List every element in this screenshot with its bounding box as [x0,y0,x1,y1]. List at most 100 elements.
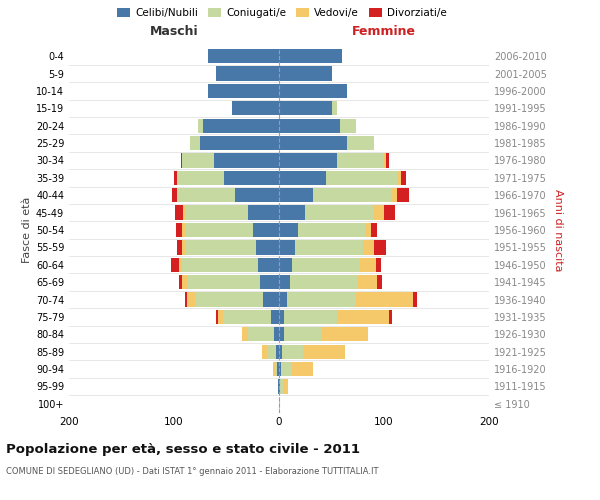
Bar [284,310,337,324]
Bar [279,362,281,376]
Bar [248,327,274,342]
Bar [363,240,373,254]
Bar [279,344,282,359]
Bar [281,362,292,376]
Bar [214,154,279,168]
Bar [279,292,287,306]
Bar [275,362,277,376]
Bar [391,188,397,202]
Bar [177,170,224,185]
Bar [337,154,384,168]
Bar [337,310,389,324]
Bar [200,136,279,150]
Bar [398,170,401,185]
Bar [279,275,290,289]
Bar [401,170,406,185]
Bar [290,275,358,289]
Bar [376,258,381,272]
Bar [340,118,356,133]
Bar [195,292,263,306]
Bar [279,240,295,254]
Bar [292,362,313,376]
Bar [177,240,182,254]
Bar [218,310,223,324]
Bar [242,327,248,342]
Bar [284,327,321,342]
Bar [397,188,409,202]
Bar [298,223,366,237]
Bar [347,136,373,150]
Bar [373,240,386,254]
Bar [389,310,392,324]
Bar [185,223,253,237]
Bar [360,258,376,272]
Bar [283,380,289,394]
Y-axis label: Fasce di età: Fasce di età [22,197,32,263]
Bar [171,258,179,272]
Bar [182,154,214,168]
Bar [277,362,279,376]
Bar [208,49,279,64]
Bar [371,223,377,237]
Bar [198,118,203,133]
Bar [235,188,279,202]
Bar [358,275,377,289]
Text: Popolazione per età, sesso e stato civile - 2011: Popolazione per età, sesso e stato civil… [6,442,360,456]
Y-axis label: Anni di nascita: Anni di nascita [553,188,563,271]
Bar [174,170,177,185]
Bar [185,206,248,220]
Bar [279,101,331,116]
Bar [187,275,260,289]
Bar [356,292,413,306]
Bar [185,240,256,254]
Bar [331,101,337,116]
Bar [305,206,373,220]
Bar [271,310,279,324]
Text: Femmine: Femmine [352,26,416,38]
Bar [313,188,391,202]
Bar [179,275,182,289]
Bar [279,310,284,324]
Bar [279,66,331,80]
Bar [263,292,279,306]
Bar [182,275,187,289]
Bar [248,206,279,220]
Bar [216,310,218,324]
Bar [253,223,279,237]
Bar [384,154,386,168]
Bar [268,344,276,359]
Bar [184,206,185,220]
Bar [282,344,303,359]
Bar [262,344,268,359]
Bar [223,310,271,324]
Bar [386,154,389,168]
Bar [274,327,279,342]
Bar [326,170,398,185]
Bar [224,170,279,185]
Bar [279,84,347,98]
Bar [279,118,340,133]
Bar [187,292,195,306]
Bar [321,327,368,342]
Bar [279,188,313,202]
Bar [176,223,182,237]
Bar [177,188,235,202]
Bar [190,136,200,150]
Bar [279,170,326,185]
Bar [287,292,356,306]
Bar [182,258,258,272]
Bar [276,344,279,359]
Bar [179,258,182,272]
Bar [279,136,347,150]
Bar [279,327,284,342]
Bar [373,206,384,220]
Bar [279,380,280,394]
Bar [279,396,280,411]
Legend: Celibi/Nubili, Coniugati/e, Vedovi/e, Divorziati/e: Celibi/Nubili, Coniugati/e, Vedovi/e, Di… [117,8,447,18]
Bar [377,275,382,289]
Bar [279,223,298,237]
Bar [172,188,177,202]
Bar [175,206,184,220]
Bar [384,206,395,220]
Bar [185,292,187,306]
